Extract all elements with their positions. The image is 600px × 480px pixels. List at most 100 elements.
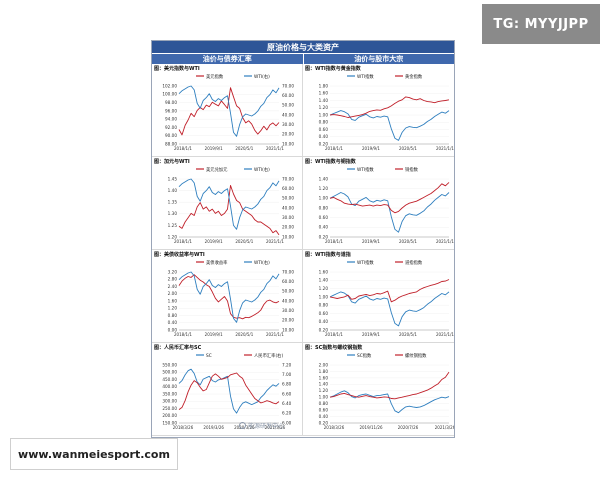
wechat-icon [239, 422, 246, 429]
y2-tick-label: 60.00 [282, 93, 294, 98]
y2-tick-label: 6.40 [282, 401, 292, 406]
series-line [329, 182, 450, 214]
y-tick-label: 2.80 [168, 277, 178, 282]
y-tick-label: 88.00 [165, 141, 177, 146]
legend-label: WTI(右) [254, 259, 270, 266]
y-tick-label: 1.80 [319, 369, 329, 374]
y-tick-label: 0.60 [319, 408, 329, 413]
y-tick-label: 1.00 [319, 294, 329, 299]
y-tick-label: 1.40 [319, 278, 329, 283]
x-tick-label: 2019/9/1 [362, 146, 380, 151]
series-line [329, 110, 450, 141]
y2-tick-label: 6.20 [282, 411, 292, 416]
x-tick-label: 2019/9/1 [205, 239, 223, 244]
y-tick-label: 102.00 [162, 83, 177, 88]
y2-tick-label: 6.80 [282, 382, 292, 387]
chart-title: 图：加元与WTI [154, 159, 190, 165]
y2-tick-label: 10.00 [282, 141, 294, 146]
chart-rebar: SC指数 螺纹钢指数 2.00 1.801.60 1.401.20 1.000.80 0.6… [319, 352, 454, 430]
x-tick-label: 2018/1/1 [325, 239, 343, 244]
x-tick-label: 2020/5/1 [399, 239, 417, 244]
site-badge: www.wanmeiesport.com [10, 438, 178, 470]
y2-tick-label: 30.00 [282, 308, 294, 313]
y-tick-label: 90.00 [165, 133, 177, 138]
y-tick-label: 1.60 [319, 91, 329, 96]
chart-title: 图：美债收益率与WTI [154, 252, 205, 258]
chart-legend: 美债收益率 WTI(右) [196, 259, 270, 266]
y-tick-label: 0.40 [319, 225, 329, 230]
legend-label: 美债收益率 [206, 259, 228, 266]
y-tick-label: 0.80 [319, 205, 329, 210]
x-tick-label: 2018/1/1 [174, 146, 192, 151]
x-tick-label: 2018/3/26 [173, 425, 194, 430]
y-tick-label: 1.20 [168, 234, 178, 239]
x-tick-label: 2019/9/1 [362, 239, 380, 244]
chart-copper: WTI指数 铜指数 1.40 1.20 1.00 0.80 0.60 0.40 0.202018… [319, 166, 454, 244]
chart-legend: WTI指数 铜指数 [347, 166, 419, 173]
chart-panel-equity: 图：WTI指数与道指 WTI指数 道指指数 1.60 1.40 1.20 1.00 0.80 0… [303, 250, 454, 343]
y-tick-label: 1.80 [319, 83, 329, 88]
y-tick-label: 350.00 [162, 391, 177, 396]
y-tick-label: 100.00 [162, 92, 177, 97]
y-tick-label: 0.60 [319, 127, 329, 132]
y2-tick-label: 6.60 [282, 391, 292, 396]
x-tick-label: 2020/5/1 [399, 146, 417, 151]
series-line [178, 372, 280, 410]
y-tick-label: 1.20 [319, 186, 329, 191]
chart-legend: 美元兑加元 WTI(右) [196, 166, 270, 173]
y-tick-label: 2.00 [319, 362, 329, 367]
x-tick-label: 2019/3/26 [203, 425, 224, 430]
y2-tick-label: 40.00 [282, 205, 294, 210]
credit-text: 能源研发中心 [248, 423, 285, 430]
chart-panel-gold: 图：WTI指数与黄金指数 WTI指数 黄金指数 1.80 1.60 1.40 1.20 1.0… [303, 64, 454, 157]
chart-legend: WTI指数 道指指数 [347, 259, 423, 266]
y2-tick-label: 70.00 [282, 176, 294, 181]
y-tick-label: 0.80 [319, 303, 329, 308]
x-tick-label: 2019/11/26 [359, 425, 383, 430]
legend-label: 美元指数 [206, 73, 224, 80]
y-tick-label: 1.60 [168, 298, 178, 303]
y-tick-label: 400.00 [162, 384, 177, 389]
y2-tick-label: 20.00 [282, 225, 294, 230]
y2-tick-label: 50.00 [282, 289, 294, 294]
y-tick-label: 1.40 [168, 188, 178, 193]
chart-panel-cad: 图：加元与WTI 美元兑加元 WTI(右) 1.45 1.40 1.35 1.30 1.25 1… [152, 157, 303, 250]
x-tick-label: 2019/9/1 [205, 332, 223, 337]
report-page: 原油价格与大类资产 油价与债券汇率 油价与股市大宗 图：美元指数与WTI 美元指数… [151, 40, 455, 438]
y2-tick-label: 40.00 [282, 298, 294, 303]
y-tick-label: 2.40 [168, 284, 178, 289]
x-tick-label: 2021/1/1 [266, 239, 284, 244]
y-tick-label: 1.45 [168, 176, 178, 181]
chart-title: 图：WTI指数与铜指数 [305, 159, 356, 165]
series-line [178, 178, 280, 230]
y-tick-label: 1.30 [168, 211, 178, 216]
series-line [329, 371, 450, 400]
x-tick-label: 2021/1/1 [266, 146, 284, 151]
y2-tick-label: 70.00 [282, 269, 294, 274]
x-tick-label: 2018/1/1 [174, 239, 192, 244]
chart-title: 图：美元指数与WTI [154, 66, 200, 72]
x-tick-label: 2021/3/26 [435, 425, 454, 430]
y-tick-label: 1.00 [319, 196, 329, 201]
y2-tick-label: 20.00 [282, 318, 294, 323]
series-line [178, 368, 280, 414]
y-tick-label: 1.35 [168, 200, 178, 205]
legend-label: WTI(右) [254, 166, 270, 173]
y2-tick-label: 70.00 [282, 83, 294, 88]
x-tick-label: 2020/7/26 [398, 425, 419, 430]
y-tick-label: 0.20 [319, 234, 329, 239]
y2-tick-label: 6.00 [282, 420, 292, 425]
legend-label: WTI指数 [357, 73, 374, 80]
section-headers: 油价与债券汇率 油价与股市大宗 [152, 53, 454, 64]
series-line [178, 271, 280, 323]
report-credit: 能源研发中心 [239, 421, 284, 430]
y-tick-label: 300.00 [162, 399, 177, 404]
chart-panel-copper: 图：WTI指数与铜指数 WTI指数 铜指数 1.40 1.20 1.00 0.80 0.60 0… [303, 157, 454, 250]
chart-grid: 图：美元指数与WTI 美元指数 WTI(右) 102.00 100.00 98.00 96.… [152, 64, 454, 437]
y-tick-label: 0.60 [319, 215, 329, 220]
x-tick-label: 2021/1/1 [436, 239, 454, 244]
series-line [329, 192, 450, 233]
y-tick-label: 1.20 [319, 105, 329, 110]
x-tick-label: 2020/5/1 [399, 332, 417, 337]
y-tick-label: 1.60 [319, 269, 329, 274]
